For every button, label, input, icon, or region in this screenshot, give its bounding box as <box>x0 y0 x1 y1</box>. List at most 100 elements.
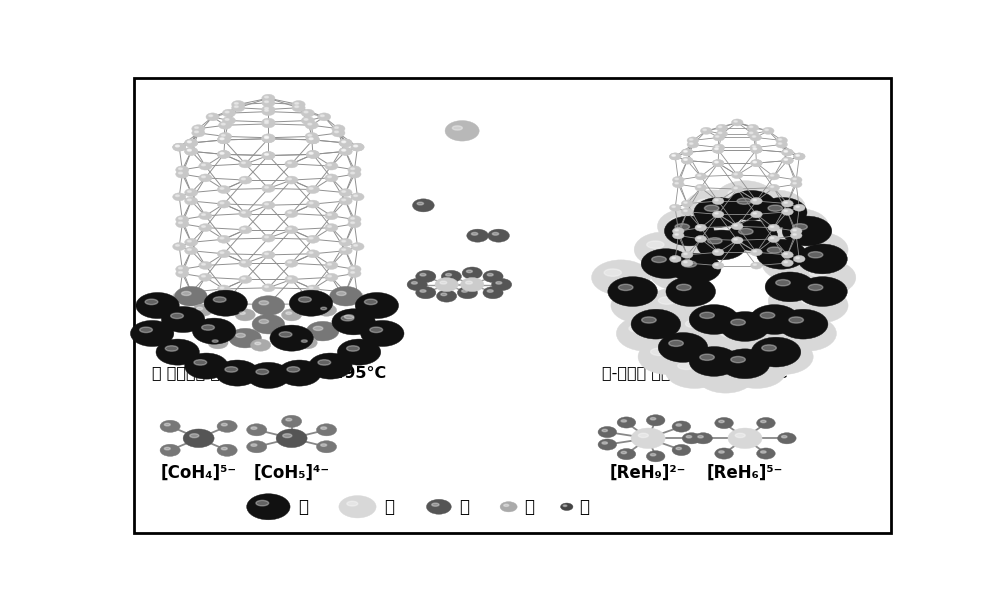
Circle shape <box>173 292 186 300</box>
Ellipse shape <box>684 202 687 203</box>
Circle shape <box>712 146 724 153</box>
Circle shape <box>167 312 199 332</box>
Circle shape <box>696 358 755 393</box>
Ellipse shape <box>309 301 313 303</box>
Circle shape <box>222 109 236 117</box>
Circle shape <box>782 216 832 246</box>
Ellipse shape <box>697 237 701 239</box>
Ellipse shape <box>265 136 268 137</box>
Circle shape <box>176 220 189 228</box>
Circle shape <box>262 118 275 126</box>
Circle shape <box>798 276 847 307</box>
Ellipse shape <box>283 434 292 437</box>
Circle shape <box>262 234 275 242</box>
Circle shape <box>217 200 230 208</box>
Ellipse shape <box>309 202 313 204</box>
Circle shape <box>339 197 352 205</box>
Ellipse shape <box>242 278 245 279</box>
Circle shape <box>739 223 798 258</box>
Ellipse shape <box>171 313 183 319</box>
Ellipse shape <box>685 320 703 327</box>
Ellipse shape <box>417 202 424 205</box>
Ellipse shape <box>684 151 687 152</box>
Circle shape <box>339 148 352 155</box>
Circle shape <box>361 321 404 347</box>
Ellipse shape <box>753 148 756 149</box>
Circle shape <box>306 321 339 341</box>
Circle shape <box>339 148 352 155</box>
Circle shape <box>348 220 361 228</box>
Ellipse shape <box>768 205 783 211</box>
Circle shape <box>708 321 767 356</box>
Circle shape <box>185 189 198 197</box>
Ellipse shape <box>179 172 182 174</box>
Circle shape <box>289 290 333 316</box>
Circle shape <box>217 151 230 159</box>
Circle shape <box>694 197 743 227</box>
Ellipse shape <box>731 356 745 363</box>
Circle shape <box>689 347 739 376</box>
Ellipse shape <box>420 290 426 292</box>
Ellipse shape <box>761 451 766 453</box>
Circle shape <box>292 100 305 108</box>
Circle shape <box>262 301 275 309</box>
Circle shape <box>793 153 805 160</box>
Circle shape <box>285 260 298 267</box>
Ellipse shape <box>784 261 787 263</box>
Ellipse shape <box>765 129 768 131</box>
Ellipse shape <box>676 447 682 450</box>
Ellipse shape <box>265 186 268 188</box>
Ellipse shape <box>288 162 292 163</box>
Circle shape <box>616 316 675 351</box>
Ellipse shape <box>751 232 769 239</box>
Circle shape <box>658 333 708 362</box>
Ellipse shape <box>195 127 198 128</box>
Circle shape <box>204 290 247 316</box>
Circle shape <box>776 137 787 144</box>
Circle shape <box>685 190 743 226</box>
Ellipse shape <box>716 146 719 147</box>
Circle shape <box>176 215 189 223</box>
Circle shape <box>160 444 180 456</box>
Ellipse shape <box>145 299 158 304</box>
Circle shape <box>185 238 198 246</box>
Ellipse shape <box>761 420 766 423</box>
Circle shape <box>339 139 352 147</box>
Ellipse shape <box>220 301 224 303</box>
Ellipse shape <box>187 298 191 300</box>
Circle shape <box>278 360 321 386</box>
Text: [ReH₉]²⁻: [ReH₉]²⁻ <box>610 464 686 482</box>
Circle shape <box>751 262 762 269</box>
Ellipse shape <box>265 236 268 238</box>
Circle shape <box>751 198 762 204</box>
Ellipse shape <box>342 199 346 201</box>
Ellipse shape <box>753 250 756 252</box>
Ellipse shape <box>602 442 607 444</box>
Circle shape <box>681 157 693 164</box>
Circle shape <box>695 173 707 180</box>
Ellipse shape <box>265 137 268 139</box>
Circle shape <box>173 143 186 151</box>
Circle shape <box>461 278 484 292</box>
Circle shape <box>262 120 275 128</box>
Circle shape <box>217 299 230 307</box>
Ellipse shape <box>672 257 675 259</box>
Circle shape <box>173 143 186 151</box>
Circle shape <box>206 113 219 121</box>
Circle shape <box>217 136 230 144</box>
Circle shape <box>782 200 793 207</box>
Ellipse shape <box>782 436 787 438</box>
Circle shape <box>156 339 199 365</box>
Ellipse shape <box>716 136 719 137</box>
Ellipse shape <box>328 164 331 166</box>
Circle shape <box>681 157 693 164</box>
Circle shape <box>332 309 375 335</box>
Ellipse shape <box>778 139 782 140</box>
Circle shape <box>219 132 232 140</box>
Ellipse shape <box>309 287 313 289</box>
Ellipse shape <box>770 226 774 227</box>
Ellipse shape <box>351 168 355 169</box>
Circle shape <box>757 240 806 269</box>
Ellipse shape <box>213 297 226 302</box>
Circle shape <box>712 146 724 153</box>
